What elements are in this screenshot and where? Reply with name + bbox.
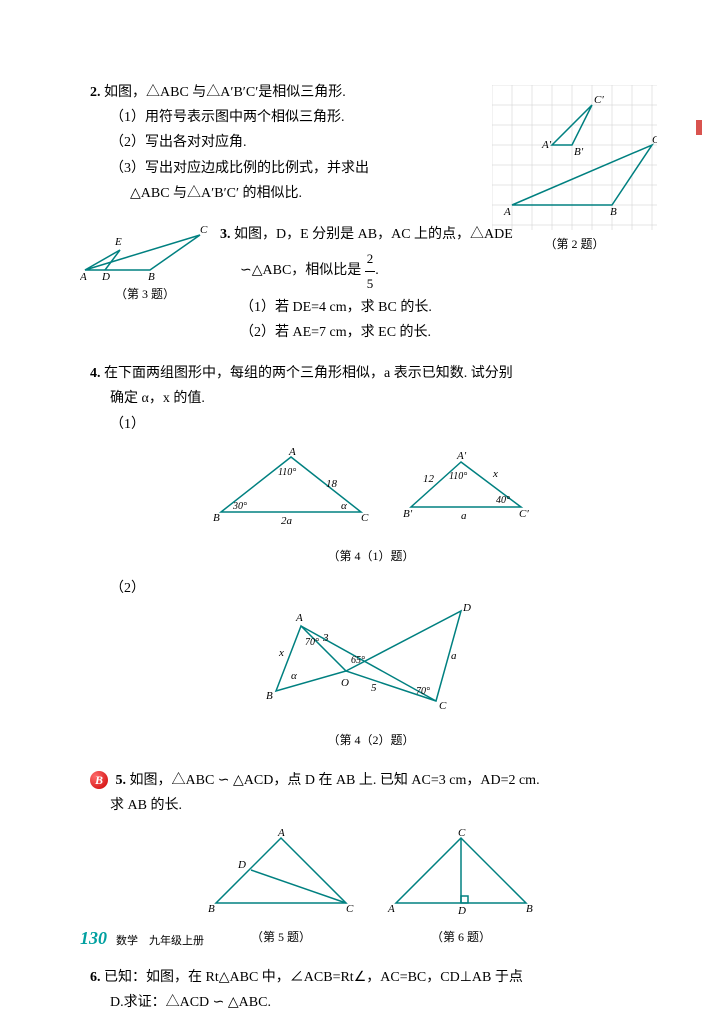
svg-text:D: D <box>457 905 466 917</box>
p6-stem2: D.求证：△ACD ∽ △ABC. <box>110 990 652 1015</box>
p2-s1: （1）用符号表示图中两个相似三角形. <box>110 105 472 130</box>
svg-text:40°: 40° <box>496 495 510 506</box>
svg-text:30°: 30° <box>232 501 247 512</box>
svg-text:A: A <box>503 206 511 218</box>
p2-s3: （3）写出对应边成比例的比例式，并求出 <box>110 156 472 181</box>
svg-text:A′: A′ <box>456 450 467 462</box>
p4-s1: （1） <box>110 412 652 437</box>
p4-triangle1: A B C 110° 30° 18 2a α <box>211 447 371 527</box>
svg-text:2a: 2a <box>281 515 293 527</box>
p3-stem: 如图，D，E 分别是 AB，AC 上的点，△ADE <box>234 227 513 242</box>
svg-text:D: D <box>237 859 246 871</box>
svg-text:a: a <box>461 510 467 522</box>
p4-triangle2: A B C D O 70° 65° 70° 3 5 a x α <box>261 601 481 721</box>
svg-text:110°: 110° <box>449 471 467 482</box>
p6-stem: 已知：如图，在 Rt△ABC 中，∠ACB=Rt∠，AC=BC，CD⊥AB 于点 <box>104 970 523 985</box>
svg-text:A: A <box>277 828 285 839</box>
svg-text:α: α <box>341 500 347 512</box>
p4-num: 4. <box>90 366 101 381</box>
svg-text:x: x <box>492 468 498 480</box>
p3-num: 3. <box>220 227 231 242</box>
svg-text:12: 12 <box>423 473 435 485</box>
svg-text:C: C <box>200 224 208 236</box>
svg-text:18: 18 <box>326 478 338 490</box>
b-badge-icon: B <box>90 771 108 789</box>
svg-text:A: A <box>295 612 303 624</box>
p4-stem2: 确定 α，x 的值. <box>110 386 652 411</box>
svg-text:C: C <box>346 903 354 915</box>
svg-text:C: C <box>439 700 447 712</box>
p4-triangle1b: A′ B′ C′ 110° 40° 12 x a <box>401 447 531 527</box>
p5-stem2: 求 AB 的长. <box>110 793 652 818</box>
svg-text:B: B <box>148 271 155 280</box>
svg-text:E: E <box>114 236 122 248</box>
p6-num: 6. <box>90 970 101 985</box>
footer-text: 数学 九年级上册 <box>116 935 204 947</box>
p5-figlabel: （第 5 题） <box>206 927 356 949</box>
svg-text:3: 3 <box>322 632 329 644</box>
fig3-container: A D B E C （第 3 题） <box>80 215 210 302</box>
p5-num: 5. <box>116 773 127 788</box>
page-footer: 130 数学 九年级上册 <box>80 928 204 949</box>
p4-fig1-label: （第 4（1）题） <box>90 546 652 568</box>
svg-text:110°: 110° <box>278 467 296 478</box>
svg-text:D: D <box>101 271 110 280</box>
p5-stem: 如图，△ABC ∽ △ACD，点 D 在 AB 上. 已知 AC=3 cm，AD… <box>130 773 540 788</box>
p2-s2: （2）写出各对对应角. <box>110 130 472 155</box>
svg-text:65°: 65° <box>351 655 365 666</box>
svg-text:B′: B′ <box>403 508 413 520</box>
p3-stem2: ∽△ABC，相似比是 <box>240 263 361 278</box>
page-number: 130 <box>80 928 107 948</box>
p4-fig1-row: A B C 110° 30° 18 2a α A′ B′ C′ 110° <box>90 447 652 536</box>
svg-text:α: α <box>291 670 297 682</box>
svg-text:C: C <box>652 134 657 146</box>
svg-text:A: A <box>387 903 395 915</box>
p4-stem: 在下面两组图形中，每组的两个三角形相似，a 表示已知数. 试分别 <box>104 366 513 381</box>
p4-s2: （2） <box>110 576 652 601</box>
p3-s1: （1）若 DE=4 cm，求 BC 的长. <box>240 295 652 320</box>
svg-text:x: x <box>278 647 284 659</box>
p5-triangle: A B C D <box>206 828 356 918</box>
svg-text:B: B <box>526 903 533 915</box>
svg-text:70°: 70° <box>305 637 319 648</box>
svg-text:B: B <box>266 690 273 702</box>
svg-text:B: B <box>208 903 215 915</box>
svg-text:C′: C′ <box>594 94 604 106</box>
svg-text:C: C <box>458 828 466 839</box>
svg-text:a: a <box>451 650 457 662</box>
svg-text:B: B <box>610 206 617 218</box>
svg-text:A: A <box>80 271 87 280</box>
svg-text:A′: A′ <box>541 139 552 151</box>
svg-text:C: C <box>361 512 369 524</box>
svg-text:B: B <box>213 512 220 524</box>
p6-triangle: C A B D <box>386 828 536 918</box>
ratio-fraction: 25 <box>365 247 376 295</box>
fig2-grid-triangles: A′ B′ C′ A B C <box>492 85 657 230</box>
fig2-container: A′ B′ C′ A B C （第 2 题） <box>492 85 657 252</box>
svg-text:D: D <box>462 602 471 614</box>
fig3-triangle: A D B E C <box>80 215 210 280</box>
svg-text:5: 5 <box>371 682 377 694</box>
problem-4: 4. 在下面两组图形中，每组的两个三角形相似，a 表示已知数. 试分别 确定 α… <box>90 361 652 751</box>
svg-text:A: A <box>288 447 296 458</box>
svg-text:C′: C′ <box>519 508 529 520</box>
svg-text:B′: B′ <box>574 146 584 158</box>
p2-num: 2. <box>90 85 101 100</box>
problem-5: B 5. 如图，△ABC ∽ △ACD，点 D 在 AB 上. 已知 AC=3 … <box>90 768 652 949</box>
p3-s2: （2）若 AE=7 cm，求 EC 的长. <box>240 320 652 345</box>
p2-s3b: △ABC 与△A′B′C′ 的相似比. <box>130 181 472 206</box>
p4-fig2-label: （第 4（2）题） <box>90 730 652 752</box>
svg-text:O: O <box>341 677 349 689</box>
fig2-label: （第 2 题） <box>492 235 657 252</box>
p6-figlabel: （第 6 题） <box>386 927 536 949</box>
svg-text:70°: 70° <box>416 686 430 697</box>
margin-marker <box>696 120 702 135</box>
p2-stem: 如图，△ABC 与△A′B′C′是相似三角形. <box>104 85 346 100</box>
problem-6: 6. 已知：如图，在 Rt△ABC 中，∠ACB=Rt∠，AC=BC，CD⊥AB… <box>90 965 652 1015</box>
fig3-label: （第 3 题） <box>80 285 210 302</box>
